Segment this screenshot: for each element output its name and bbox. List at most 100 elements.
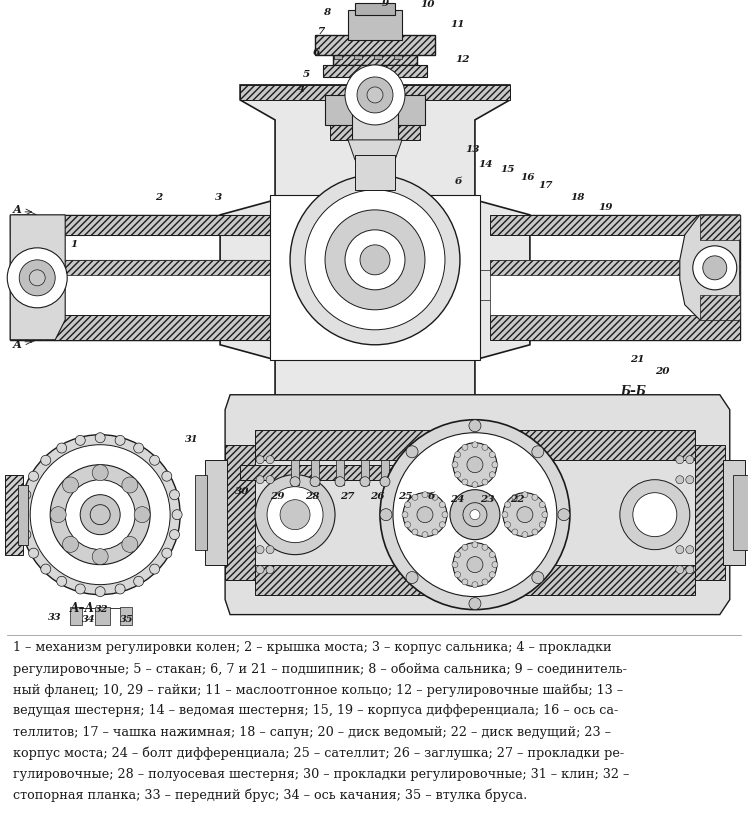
Circle shape <box>686 565 694 574</box>
Circle shape <box>517 507 533 523</box>
Circle shape <box>469 597 481 610</box>
Text: 35: 35 <box>120 615 134 624</box>
Circle shape <box>256 565 264 574</box>
Circle shape <box>325 210 425 309</box>
Circle shape <box>20 435 180 594</box>
Circle shape <box>360 477 370 486</box>
Circle shape <box>266 476 274 484</box>
Circle shape <box>472 542 478 547</box>
Bar <box>330 120 420 140</box>
Text: 12: 12 <box>455 55 470 64</box>
Bar <box>95 607 110 625</box>
Text: А: А <box>12 204 21 216</box>
Text: 20: 20 <box>654 367 669 376</box>
Text: 21: 21 <box>630 356 644 365</box>
Circle shape <box>502 512 508 518</box>
Text: 26: 26 <box>370 492 384 501</box>
Circle shape <box>380 420 570 610</box>
Circle shape <box>162 548 172 558</box>
Circle shape <box>463 503 487 527</box>
Circle shape <box>134 507 150 523</box>
Circle shape <box>266 546 274 554</box>
Circle shape <box>80 495 120 535</box>
Text: 31: 31 <box>185 435 199 444</box>
Text: 18: 18 <box>570 193 584 202</box>
Circle shape <box>489 452 495 458</box>
Bar <box>10 260 275 315</box>
Text: 30: 30 <box>235 487 250 496</box>
Circle shape <box>412 529 418 535</box>
Circle shape <box>489 551 495 558</box>
Circle shape <box>267 486 323 542</box>
Circle shape <box>50 507 66 523</box>
Circle shape <box>76 584 85 594</box>
Circle shape <box>532 529 538 535</box>
Circle shape <box>150 564 159 574</box>
Bar <box>10 260 275 280</box>
Circle shape <box>406 571 418 584</box>
Bar <box>120 607 132 625</box>
Polygon shape <box>225 395 730 615</box>
Text: 25: 25 <box>398 492 412 501</box>
Circle shape <box>91 504 110 525</box>
Circle shape <box>620 480 690 550</box>
Text: ведущая шестерня; 14 – ведомая шестерня; 15, 19 – корпуса дифференциала; 16 – ос: ведущая шестерня; 14 – ведомая шестерня;… <box>13 704 619 718</box>
Circle shape <box>422 491 428 498</box>
Circle shape <box>305 190 445 330</box>
Text: 19: 19 <box>598 203 613 212</box>
Bar <box>195 475 207 550</box>
Text: 23: 23 <box>480 495 494 504</box>
Bar <box>225 444 255 579</box>
Circle shape <box>335 477 345 486</box>
Bar <box>18 485 28 545</box>
Circle shape <box>122 537 138 552</box>
Circle shape <box>422 532 428 537</box>
Circle shape <box>57 443 67 453</box>
Bar <box>348 10 402 40</box>
Circle shape <box>65 480 135 550</box>
Circle shape <box>29 270 45 286</box>
Circle shape <box>462 479 468 485</box>
Text: 10: 10 <box>420 1 435 10</box>
Circle shape <box>430 477 440 486</box>
Circle shape <box>539 522 545 528</box>
Circle shape <box>455 452 461 458</box>
Circle shape <box>675 565 684 574</box>
Circle shape <box>633 493 677 537</box>
Circle shape <box>455 472 461 477</box>
Circle shape <box>472 582 478 588</box>
Circle shape <box>41 455 51 465</box>
Circle shape <box>360 245 390 275</box>
Circle shape <box>675 546 684 554</box>
Circle shape <box>450 490 500 540</box>
Bar <box>70 607 82 625</box>
Bar <box>381 460 389 485</box>
Bar <box>334 49 342 59</box>
Bar <box>355 85 395 95</box>
Text: 5: 5 <box>303 71 310 80</box>
Bar <box>10 315 275 340</box>
Circle shape <box>492 462 498 467</box>
Circle shape <box>115 584 125 594</box>
Bar <box>270 195 480 360</box>
Circle shape <box>92 549 108 565</box>
Circle shape <box>453 542 497 587</box>
Text: 2: 2 <box>155 193 162 202</box>
Bar <box>700 215 740 239</box>
Circle shape <box>492 561 498 568</box>
Bar <box>5 475 23 555</box>
Bar <box>240 465 510 480</box>
Circle shape <box>402 512 408 518</box>
Circle shape <box>686 456 694 463</box>
Bar <box>255 565 695 594</box>
Circle shape <box>280 500 310 530</box>
Circle shape <box>467 556 483 573</box>
Circle shape <box>380 509 392 521</box>
Text: Б–Б: Б–Б <box>620 384 646 398</box>
Text: б: б <box>455 178 462 186</box>
Circle shape <box>170 529 180 540</box>
Circle shape <box>489 472 495 477</box>
Text: регулировочные; 5 – стакан; 6, 7 и 21 – подшипник; 8 – обойма сальника; 9 – соед: регулировочные; 5 – стакан; 6, 7 и 21 – … <box>13 663 628 676</box>
Circle shape <box>19 260 55 295</box>
Text: А: А <box>12 339 21 351</box>
